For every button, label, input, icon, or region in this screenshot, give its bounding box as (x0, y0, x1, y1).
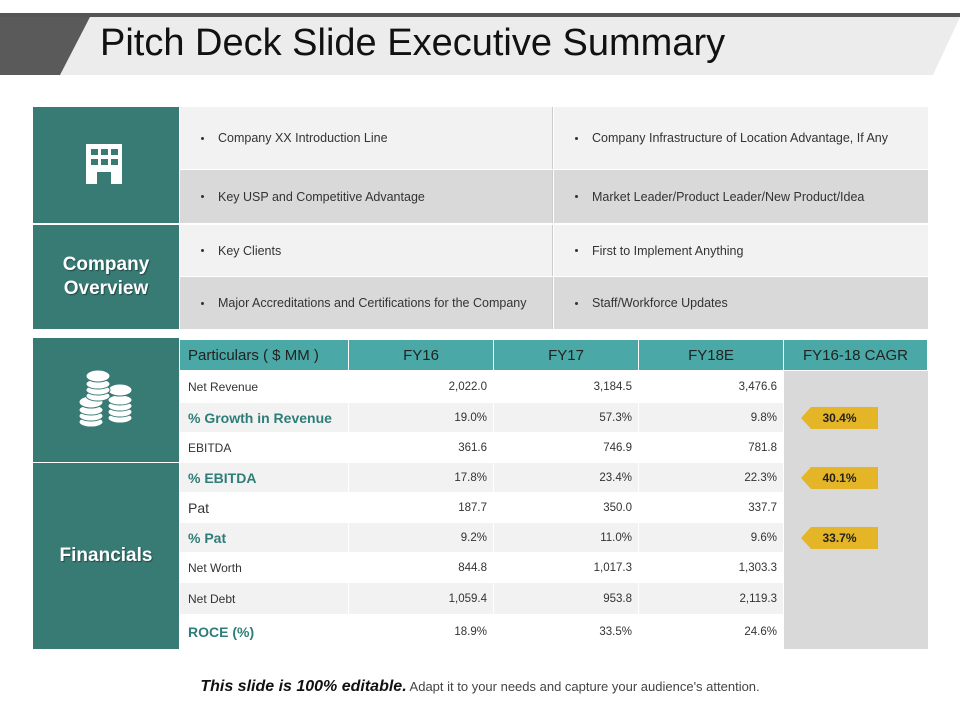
table-cell: 3,184.5 (494, 371, 639, 403)
overview-item: Staff/Workforce Updates (554, 277, 928, 329)
row-label: % EBITDA (180, 463, 349, 493)
overview-item: Key USP and Competitive Advantage (180, 170, 553, 223)
building-icon (86, 144, 122, 184)
table-cell: 9.8% (639, 403, 784, 433)
table-cell: 2,119.3 (639, 583, 784, 615)
table-cell: 24.6% (639, 615, 784, 649)
table-cell: 2,022.0 (349, 371, 494, 403)
overview-label: Company Overview (33, 225, 179, 329)
column-header: Particulars ( $ MM ) (180, 340, 349, 371)
table-cell: 337.7 (639, 493, 784, 523)
table-cell: 18.9% (349, 615, 494, 649)
table-cell: 9.6% (639, 523, 784, 553)
table-cell: 57.3% (494, 403, 639, 433)
row-label: % Pat (180, 523, 349, 553)
financials-label: Financials (33, 463, 179, 649)
table-cell: 746.9 (494, 433, 639, 463)
title: Pitch Deck Slide Executive Summary (100, 22, 726, 64)
footer: This slide is 100% editable. Adapt it to… (0, 678, 960, 696)
coins-icon (78, 369, 133, 428)
table-cell: 11.0% (494, 523, 639, 553)
top-rule (0, 13, 960, 17)
column-header: FY16-18 CAGR (784, 340, 928, 371)
row-label: % Growth in Revenue (180, 403, 349, 433)
financials-icon-box (33, 338, 179, 462)
table-cell: 350.0 (494, 493, 639, 523)
column-header: FY16 (349, 340, 494, 371)
table-cell: 33.5% (494, 615, 639, 649)
row-label: Pat (180, 493, 349, 523)
column-header: FY18E (639, 340, 784, 371)
overview-item: Market Leader/Product Leader/New Product… (554, 170, 928, 223)
overview-item: Company Infrastructure of Location Advan… (554, 107, 928, 169)
table-cell: 9.2% (349, 523, 494, 553)
cagr-tag: 33.7% (801, 527, 878, 549)
table-cell: 22.3% (639, 463, 784, 493)
row-label: ROCE (%) (180, 615, 349, 649)
table-cell: 17.8% (349, 463, 494, 493)
footer-bold: This slide is 100% editable. (200, 678, 407, 695)
column-header: FY17 (494, 340, 639, 371)
table-cell: 1,303.3 (639, 553, 784, 583)
row-label: Net Revenue (180, 371, 349, 403)
table-cell: 19.0% (349, 403, 494, 433)
table-cell: 361.6 (349, 433, 494, 463)
cagr-tag: 40.1% (801, 467, 878, 489)
footer-text: Adapt it to your needs and capture your … (409, 679, 760, 694)
banner (60, 17, 960, 75)
table-cell: 187.7 (349, 493, 494, 523)
cagr-tag: 30.4% (801, 407, 878, 429)
table-cell: 1,017.3 (494, 553, 639, 583)
overview-item: Key Clients (180, 225, 553, 276)
row-label: EBITDA (180, 433, 349, 463)
table-cell: 953.8 (494, 583, 639, 615)
overview-item: Major Accreditations and Certifications … (180, 277, 553, 329)
overview-icon-box (33, 107, 179, 223)
table-cell: 781.8 (639, 433, 784, 463)
table-cell: 1,059.4 (349, 583, 494, 615)
row-label: Net Worth (180, 553, 349, 583)
table-cell: 3,476.6 (639, 371, 784, 403)
table-cell: 23.4% (494, 463, 639, 493)
table-cell: 844.8 (349, 553, 494, 583)
overview-item: First to Implement Anything (554, 225, 928, 276)
overview-item: Company XX Introduction Line (180, 107, 553, 169)
row-label: Net Debt (180, 583, 349, 615)
